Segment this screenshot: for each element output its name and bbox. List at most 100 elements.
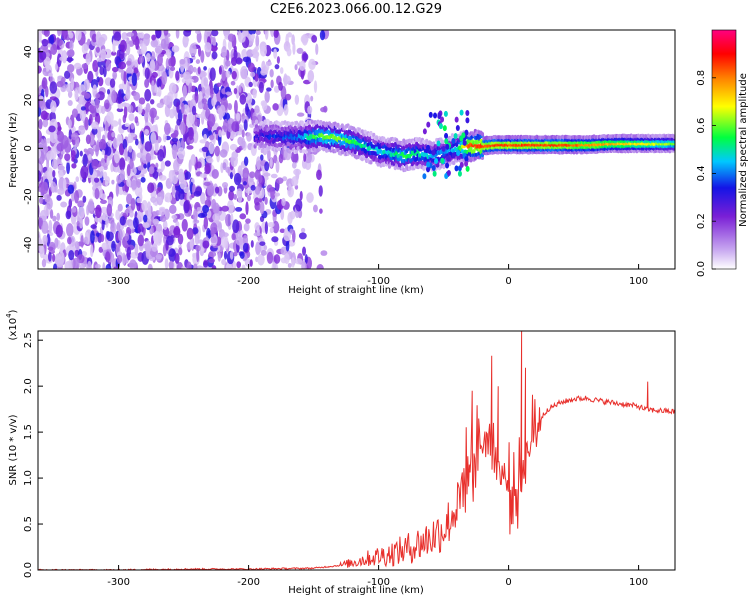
heatmap-cell (160, 38, 167, 50)
heatmap-cell (431, 165, 436, 172)
x-tick-label: -100 (367, 276, 390, 287)
heatmap-cell (257, 253, 265, 266)
heatmap-cell (195, 59, 201, 64)
heatmap-cell (211, 169, 219, 179)
heatmap-cell (131, 72, 137, 87)
heatmap-cell (194, 118, 201, 127)
heatmap-cell (461, 132, 466, 139)
heatmap-cell (188, 64, 194, 75)
heatmap-cell (150, 196, 157, 203)
heatmap-cell (241, 137, 246, 150)
heatmap-cell (145, 102, 151, 113)
heatmap-cell (272, 103, 279, 111)
heatmap-cell (114, 56, 120, 66)
heatmap-cell (176, 101, 180, 113)
heatmap-cell (46, 150, 55, 161)
heatmap-cell (75, 30, 82, 41)
heatmap-cell (298, 232, 307, 240)
heatmap-cell (221, 205, 229, 212)
heatmap-cell (217, 107, 223, 115)
heatmap-cell (279, 228, 286, 234)
heatmap-cell (140, 43, 147, 55)
heatmap-cell (80, 235, 84, 248)
heatmap-cell (211, 51, 218, 60)
heatmap-cell (56, 212, 61, 222)
heatmap-cell (270, 79, 274, 89)
heatmap-cell (446, 169, 451, 176)
snr-x-label: Height of straight line (km) (288, 585, 424, 596)
heatmap-cell (78, 125, 86, 135)
heatmap-cell (212, 202, 220, 215)
heatmap-cell (210, 236, 217, 244)
y-tick-label: 20 (23, 94, 34, 107)
heatmap-cell (203, 216, 209, 230)
heatmap-cell (247, 62, 255, 73)
heatmap-cell (38, 65, 42, 74)
heatmap-cell (123, 70, 127, 85)
heatmap-cell (253, 127, 257, 132)
heatmap-cell (129, 158, 134, 170)
heatmap-cell (225, 166, 231, 174)
heatmap-cell (55, 224, 63, 238)
heatmap-cell (225, 91, 231, 96)
colorbar-gradient (712, 30, 736, 269)
heatmap-cell (106, 230, 110, 240)
heatmap-cell (112, 71, 118, 80)
heatmap-cell (48, 34, 55, 45)
heatmap-cell (38, 88, 41, 97)
heatmap-cell (263, 119, 267, 124)
heatmap-cell (123, 105, 128, 119)
heatmap-cell (214, 186, 220, 194)
heatmap-cell (290, 150, 299, 164)
heatmap-cell (225, 213, 232, 227)
heatmap-cell (83, 44, 88, 51)
heatmap-cell (282, 75, 291, 85)
heatmap-cell (263, 245, 268, 251)
heatmap-cell (194, 91, 199, 104)
x-tick-label: 100 (629, 276, 648, 287)
heatmap-cell (43, 30, 50, 37)
heatmap-cell (180, 121, 186, 135)
heatmap-cell (266, 251, 274, 264)
heatmap-cell (52, 215, 57, 222)
heatmap-cell (210, 87, 214, 99)
heatmap-cell (157, 86, 162, 98)
heatmap-cell (171, 144, 178, 158)
heatmap-cell (227, 33, 235, 42)
x-tick-label: -300 (107, 577, 130, 588)
heatmap-cell (102, 213, 108, 221)
heatmap-cell (159, 215, 167, 222)
heatmap-cell (74, 241, 80, 250)
heatmap-cell (284, 93, 292, 101)
heatmap-cell (218, 65, 222, 75)
heatmap-cell (192, 227, 199, 235)
heatmap-cell (243, 119, 248, 132)
heatmap-cell (296, 61, 301, 66)
heatmap-cell (211, 96, 216, 107)
heatmap-cell (211, 265, 217, 269)
heatmap-cell (254, 185, 261, 195)
heatmap-cell (206, 196, 211, 201)
heatmap-cell (287, 32, 293, 38)
heatmap-cell (79, 220, 83, 229)
heatmap-cell (285, 240, 290, 252)
heatmap-cell (144, 78, 150, 89)
heatmap-cell (171, 214, 178, 220)
heatmap-cell (168, 109, 175, 119)
heatmap-cell (117, 133, 121, 142)
y-tick-label: 0 (23, 145, 34, 151)
heatmap-cell (223, 250, 228, 260)
heatmap-cell (164, 258, 169, 269)
heatmap-cell (212, 213, 221, 222)
heatmap-cell (300, 227, 306, 233)
heatmap-cell (100, 199, 107, 205)
heatmap-cell (280, 246, 288, 256)
heatmap-cell (293, 168, 302, 176)
heatmap-cell (205, 155, 213, 163)
heatmap-cell (42, 234, 48, 245)
heatmap-cell (53, 263, 58, 269)
heatmap-cell (180, 102, 185, 115)
heatmap-cell (68, 249, 75, 261)
heatmap-cell (254, 105, 260, 114)
heatmap-cell (168, 82, 177, 95)
